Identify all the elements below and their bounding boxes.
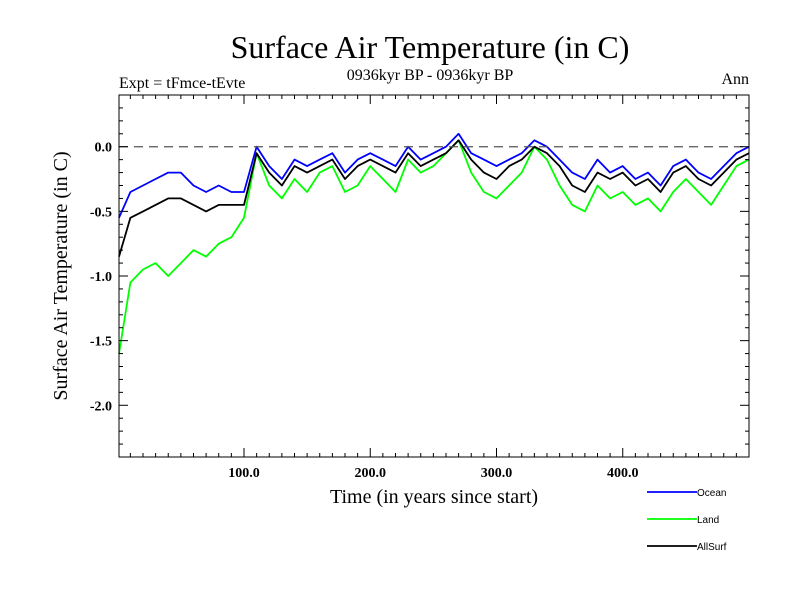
legend-label-allsurf: AllSurf	[697, 542, 727, 553]
chart-title: Surface Air Temperature (in C)	[231, 29, 630, 65]
y-tick-label: -2.0	[90, 399, 112, 414]
experiment-label: Expt = tFmce-tEvte	[119, 75, 245, 92]
series-line-ocean	[118, 132, 750, 219]
x-tick-label: 300.0	[481, 466, 513, 481]
legend: Ocean Land AllSurf	[647, 488, 727, 553]
legend-label-ocean: Ocean	[697, 488, 726, 499]
y-axis-label: Surface Air Temperature (in C)	[50, 151, 72, 400]
season-label: Ann	[721, 71, 749, 88]
y-tick-label: 0.0	[95, 141, 113, 156]
axis-ticks: 100.0 200.0 300.0 400.0 0.0 -0.5 -1.0 -1.5 -2.0	[90, 95, 750, 481]
y-tick-label: -0.5	[90, 205, 112, 220]
legend-label-land: Land	[697, 515, 719, 526]
series-line-land	[118, 139, 750, 354]
y-tick-label: -1.0	[90, 270, 112, 285]
x-tick-label: 100.0	[228, 466, 260, 481]
series-line-allsurf	[118, 139, 750, 257]
x-tick-label: 200.0	[354, 466, 386, 481]
plot-frame	[118, 94, 750, 458]
x-axis-label: Time (in years since start)	[330, 486, 538, 508]
chart-subtitle: 0936kyr BP - 0936kyr BP	[347, 67, 514, 84]
plot-series	[118, 132, 750, 354]
y-tick-label: -1.5	[90, 335, 112, 350]
x-tick-label: 400.0	[607, 466, 639, 481]
